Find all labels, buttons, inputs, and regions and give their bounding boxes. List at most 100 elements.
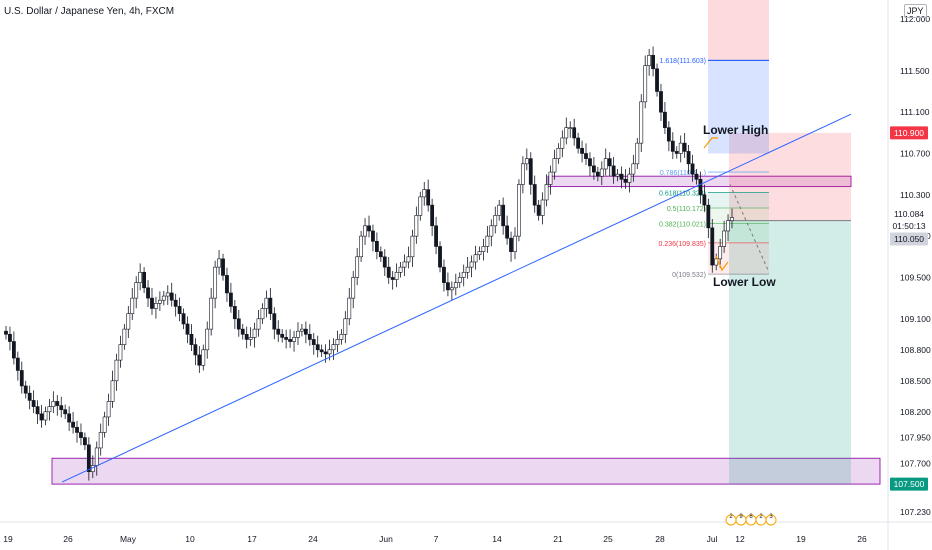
lower-low-label: Lower Low bbox=[713, 275, 776, 289]
candle bbox=[244, 326, 249, 349]
candle bbox=[655, 63, 659, 97]
candle-body bbox=[623, 179, 628, 183]
candle bbox=[59, 396, 64, 418]
x-tick-label: Jul bbox=[707, 534, 718, 544]
candle-body bbox=[394, 271, 399, 280]
candle-body bbox=[118, 344, 123, 361]
candle bbox=[576, 132, 581, 154]
currency-badge[interactable]: JPY bbox=[904, 4, 927, 18]
candle-body bbox=[221, 258, 225, 276]
candle-body bbox=[130, 297, 135, 314]
candle-body bbox=[165, 292, 170, 297]
candle bbox=[493, 206, 498, 234]
candle-body bbox=[23, 385, 28, 394]
candle-body bbox=[663, 111, 667, 128]
candle-body bbox=[548, 171, 553, 185]
candle bbox=[643, 55, 648, 109]
candle-body bbox=[173, 299, 178, 307]
candle-body bbox=[161, 295, 166, 301]
candle bbox=[307, 324, 312, 346]
candle-body bbox=[520, 163, 525, 185]
candle bbox=[485, 226, 490, 253]
candle bbox=[177, 297, 182, 322]
candle-body bbox=[138, 271, 143, 283]
candle-body bbox=[619, 173, 624, 180]
candle-body bbox=[670, 140, 675, 152]
candle bbox=[580, 140, 584, 163]
candle bbox=[513, 227, 517, 260]
candle-body bbox=[449, 287, 454, 291]
candle-body bbox=[83, 437, 87, 446]
x-tick-label: 28 bbox=[655, 534, 665, 544]
price-label-bg bbox=[890, 477, 928, 491]
candle bbox=[122, 323, 127, 350]
candle bbox=[449, 281, 454, 300]
candle-body bbox=[284, 337, 289, 340]
candle bbox=[706, 198, 711, 238]
candle-body bbox=[63, 409, 68, 415]
candle bbox=[635, 137, 640, 169]
candle bbox=[718, 238, 723, 268]
x-tick-label: 24 bbox=[308, 534, 318, 544]
candle-body bbox=[315, 344, 320, 351]
candle bbox=[446, 272, 450, 297]
candle-body bbox=[79, 432, 83, 438]
candle bbox=[374, 232, 379, 260]
candle bbox=[402, 254, 407, 277]
candle-body bbox=[694, 173, 699, 180]
candle-body bbox=[568, 127, 573, 129]
candle bbox=[83, 432, 87, 451]
candle bbox=[197, 346, 202, 373]
candle bbox=[98, 423, 103, 456]
candle-body bbox=[635, 142, 640, 165]
candle bbox=[367, 215, 371, 238]
candle bbox=[23, 380, 28, 399]
y-tick-label: 108.800 bbox=[900, 345, 931, 355]
candle bbox=[280, 329, 285, 343]
candle-body bbox=[556, 148, 561, 159]
fib-level-label: 0.5(110.172) bbox=[667, 206, 706, 213]
candle-body bbox=[402, 261, 407, 268]
candle bbox=[473, 245, 478, 270]
candle bbox=[347, 288, 352, 326]
candle-body bbox=[276, 328, 281, 335]
event-icon bbox=[765, 514, 777, 526]
candle bbox=[536, 199, 541, 221]
candle-body bbox=[655, 68, 659, 92]
candle-body bbox=[47, 406, 52, 413]
candle bbox=[134, 276, 139, 309]
candle bbox=[150, 288, 154, 315]
candle bbox=[229, 282, 233, 313]
candle bbox=[382, 249, 387, 277]
candle bbox=[670, 132, 675, 160]
candle bbox=[627, 167, 632, 193]
price-label-text: 110.050 bbox=[894, 234, 924, 244]
candle bbox=[67, 406, 72, 431]
candle bbox=[501, 197, 506, 235]
candle-body bbox=[481, 246, 486, 252]
candle-body bbox=[343, 318, 348, 335]
candle bbox=[86, 437, 91, 481]
candle-body bbox=[185, 323, 190, 335]
candle-body bbox=[355, 256, 360, 278]
candle bbox=[75, 420, 79, 443]
y-tick-label: 109.500 bbox=[900, 272, 931, 282]
candle bbox=[599, 161, 604, 186]
candle bbox=[260, 303, 265, 324]
candle bbox=[528, 152, 533, 195]
candle bbox=[726, 214, 730, 242]
candle-body bbox=[607, 158, 612, 167]
candle bbox=[398, 261, 403, 278]
candle bbox=[288, 329, 292, 348]
candle-body bbox=[639, 101, 644, 144]
candle-body bbox=[603, 158, 608, 170]
candle bbox=[386, 257, 391, 284]
candle bbox=[55, 395, 60, 416]
candle bbox=[15, 351, 20, 381]
candle-body bbox=[201, 349, 206, 366]
y-tick-label: 109.100 bbox=[900, 314, 931, 324]
candle bbox=[256, 309, 261, 337]
candle-body bbox=[94, 447, 99, 466]
candle-body bbox=[319, 349, 324, 353]
